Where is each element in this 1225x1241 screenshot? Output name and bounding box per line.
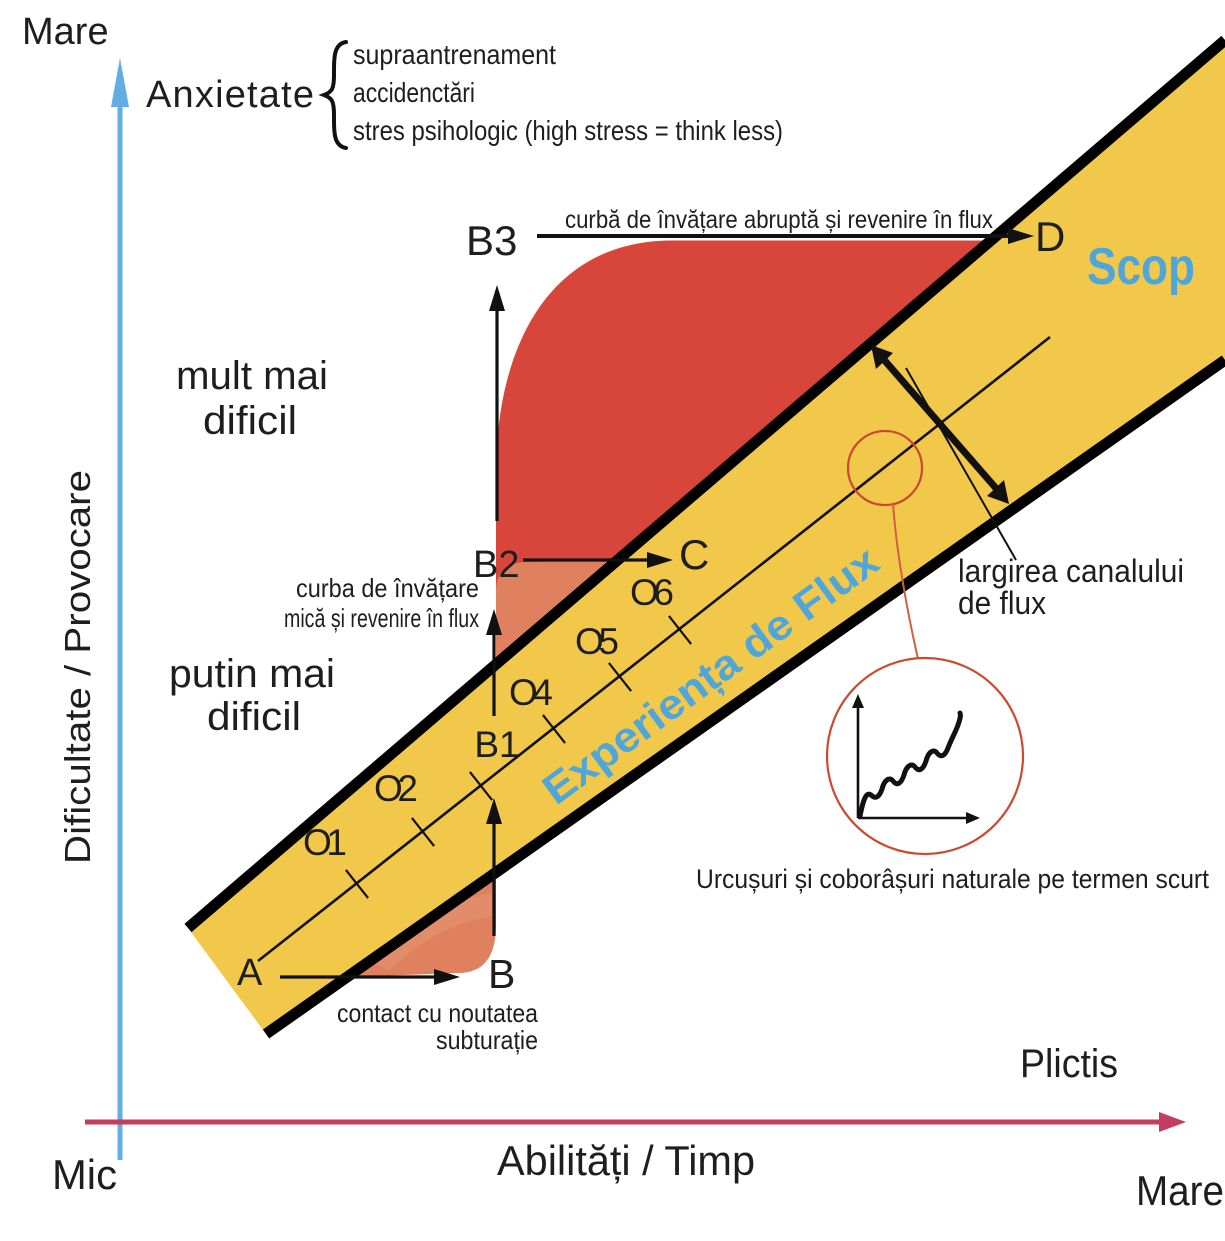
svg-text:O2: O2 (374, 768, 418, 809)
svg-text:dificil: dificil (203, 399, 297, 443)
svg-text:O5: O5 (575, 621, 619, 662)
svg-text:putin mai: putin mai (169, 652, 335, 696)
svg-text:O6: O6 (630, 572, 674, 613)
svg-text:curba de învățare: curba de învățare (296, 573, 479, 603)
svg-text:Urcușuri și coborâșuri natural: Urcușuri și coborâșuri naturale pe terme… (696, 864, 1209, 894)
svg-text:de flux: de flux (958, 585, 1046, 621)
svg-text:curbă de învățare abruptă și r: curbă de învățare abruptă și revenire în… (565, 206, 993, 234)
svg-text:B: B (488, 951, 515, 997)
svg-text:A: A (237, 952, 263, 994)
svg-text:dificil: dificil (207, 695, 301, 739)
svg-text:subturație: subturație (436, 1025, 538, 1055)
svg-text:stres psihologic (high stress: stres psihologic (high stress = think le… (353, 115, 783, 146)
svg-text:B3: B3 (466, 217, 517, 264)
svg-text:Plictis: Plictis (1020, 1042, 1118, 1086)
svg-text:Anxietate: Anxietate (146, 74, 314, 116)
svg-text:Abilități / Timp: Abilități / Timp (497, 1137, 755, 1184)
svg-text:Scop: Scop (1087, 238, 1195, 296)
svg-text:O1: O1 (303, 822, 347, 863)
svg-text:mult mai: mult mai (176, 354, 328, 398)
svg-text:B1: B1 (474, 724, 519, 765)
svg-text:largirea canalului: largirea canalului (958, 553, 1184, 589)
svg-text:Dificultate / Provocare: Dificultate / Provocare (57, 470, 98, 864)
svg-text:supraantrenament: supraantrenament (353, 39, 556, 70)
svg-text:mică și revenire în flux: mică și revenire în flux (284, 603, 479, 633)
svg-text:B2: B2 (473, 544, 519, 586)
svg-text:D: D (1035, 213, 1065, 260)
svg-text:Mare: Mare (22, 11, 109, 53)
svg-text:O4: O4 (509, 672, 553, 713)
svg-text:accidenctări: accidenctări (353, 77, 475, 108)
svg-text:C: C (679, 531, 709, 578)
svg-text:Mic: Mic (52, 1151, 117, 1198)
svg-text:Mare: Mare (1136, 1167, 1224, 1214)
svg-text:contact cu noutatea: contact cu noutatea (337, 998, 538, 1028)
